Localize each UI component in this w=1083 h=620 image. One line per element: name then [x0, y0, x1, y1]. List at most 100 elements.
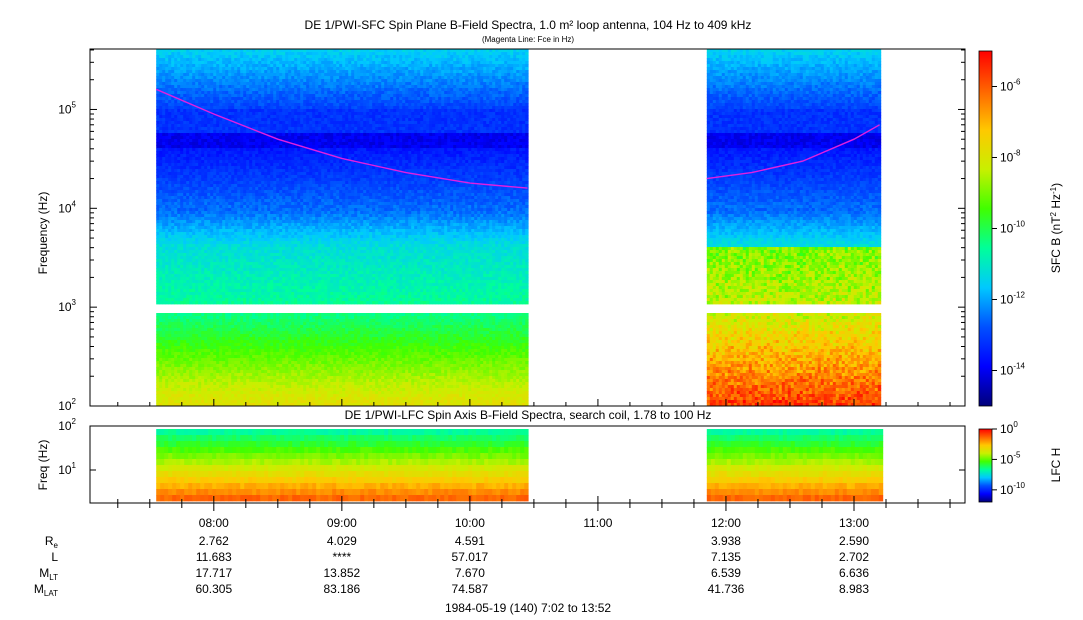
spectrogram-cell — [195, 355, 199, 359]
spectrogram-cell — [156, 148, 160, 152]
spectrogram-cell — [174, 337, 178, 341]
spectrogram-cell — [282, 106, 286, 110]
spectrogram-cell — [252, 316, 256, 320]
spectrogram-cell — [210, 289, 214, 293]
spectrogram-cell — [279, 391, 283, 395]
spectrogram-cell — [261, 238, 265, 242]
spectrogram-cell — [168, 343, 172, 347]
spectrogram-cell — [228, 151, 232, 155]
spectrogram-cell — [261, 151, 265, 155]
spectrogram-cell — [228, 208, 232, 212]
spectrogram-cell — [177, 160, 181, 164]
spectrogram-cell — [237, 232, 241, 236]
spectrogram-cell — [174, 139, 178, 143]
spectrogram-cell — [225, 55, 229, 59]
spectrogram-cell — [195, 94, 199, 98]
spectrogram-cell — [234, 163, 238, 167]
spectrogram-cell — [261, 199, 265, 203]
spectrogram-cell — [210, 127, 214, 131]
spectrogram-cell — [222, 151, 226, 155]
spectrogram-cell — [183, 232, 187, 236]
spectrogram-cell — [180, 325, 184, 329]
spectrogram-cell — [270, 391, 274, 395]
spectrogram-cell — [240, 73, 244, 77]
spectrogram-cell — [228, 286, 232, 290]
spectrogram-cell — [210, 49, 214, 53]
spectrogram-cell — [198, 331, 202, 335]
spectrogram-cell — [282, 274, 286, 278]
spectrogram-cell — [213, 256, 217, 260]
spectrogram-cell — [207, 313, 211, 317]
spectrogram-cell — [246, 118, 250, 122]
spectrogram-cell — [198, 145, 202, 149]
spectrogram-cell — [240, 262, 244, 266]
spectrogram-cell — [240, 295, 244, 299]
spectrogram-cell — [222, 130, 226, 134]
spectrogram-cell — [198, 211, 202, 215]
spectrogram-cell — [201, 130, 205, 134]
spectrogram-cell — [177, 244, 181, 248]
spectrogram-cell — [213, 316, 217, 320]
spectrogram-cell — [240, 220, 244, 224]
spectrogram-cell — [246, 124, 250, 128]
spectrogram-cell — [159, 142, 163, 146]
spectrogram-cell — [258, 325, 262, 329]
spectrogram-cell — [261, 148, 265, 152]
spectrogram-cell — [246, 160, 250, 164]
spectrogram-cell — [267, 145, 271, 149]
spectrogram-cell — [234, 154, 238, 158]
spectrogram-cell — [252, 382, 256, 386]
spectrogram-cell — [228, 250, 232, 254]
spectrogram-cell — [249, 175, 253, 179]
spectrogram-cell — [255, 241, 259, 245]
spectrogram-cell — [243, 337, 247, 341]
spectrogram-cell — [234, 247, 238, 251]
spectrogram-cell — [222, 343, 226, 347]
spectrogram-cell — [177, 220, 181, 224]
spectrogram-cell — [276, 154, 280, 158]
spectrogram-cell — [156, 115, 160, 119]
spectrogram-cell — [237, 58, 241, 62]
spectrogram-cell — [273, 313, 277, 317]
spectrogram-cell — [270, 184, 274, 188]
spectrogram-cell — [177, 142, 181, 146]
spectrogram-cell — [162, 358, 166, 362]
spectrogram-cell — [213, 271, 217, 275]
spectrogram-cell — [273, 370, 277, 374]
spectrogram-cell — [204, 316, 208, 320]
spectrogram-cell — [228, 181, 232, 185]
spectrogram-cell — [234, 289, 238, 293]
spectrogram-cell — [246, 265, 250, 269]
spectrogram-cell — [267, 157, 271, 161]
spectrogram-cell — [234, 118, 238, 122]
spectrogram-cell — [189, 199, 193, 203]
spectrogram-cell — [177, 280, 181, 284]
spectrogram-cell — [228, 163, 232, 167]
spectrogram-cell — [159, 151, 163, 155]
spectrogram-cell — [258, 316, 262, 320]
spectrogram-cell — [234, 94, 238, 98]
spectrogram-cell — [189, 400, 193, 404]
spectrogram-cell — [267, 376, 271, 380]
spectrogram-cell — [282, 136, 286, 140]
spectrogram-cell — [198, 265, 202, 269]
spectrogram-cell — [192, 301, 196, 305]
spectrogram-cell — [165, 163, 169, 167]
spectrogram-cell — [240, 241, 244, 245]
spectrogram-cell — [162, 397, 166, 401]
spectrogram-cell — [183, 274, 187, 278]
spectrogram-cell — [228, 58, 232, 62]
spectrogram-cell — [249, 253, 253, 257]
spectrogram-cell — [234, 88, 238, 92]
spectrogram-cell — [228, 133, 232, 137]
spectrogram-cell — [198, 361, 202, 365]
spectrogram-cell — [270, 196, 274, 200]
spectrogram-cell — [264, 256, 268, 260]
spectrogram-cell — [204, 130, 208, 134]
spectrogram-cell — [252, 58, 256, 62]
spectrogram-cell — [192, 346, 196, 350]
spectrogram-cell — [231, 370, 235, 374]
spectrogram-cell — [222, 241, 226, 245]
spectrogram-cell — [198, 313, 202, 317]
spectrogram-cell — [252, 211, 256, 215]
